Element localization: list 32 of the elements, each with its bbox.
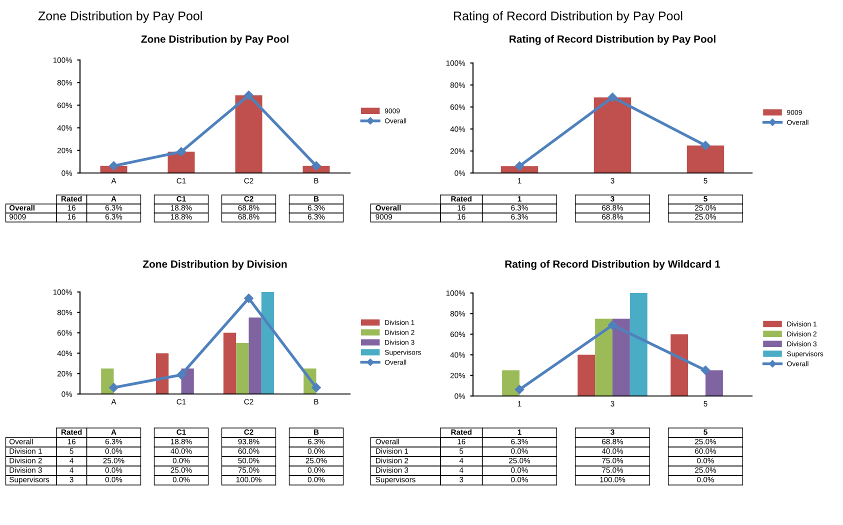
bar (612, 318, 630, 396)
bar (248, 318, 262, 394)
point (608, 320, 618, 330)
bar (670, 334, 688, 396)
point (244, 294, 254, 303)
point (244, 90, 254, 100)
bar (261, 292, 274, 394)
point (514, 384, 524, 394)
point (176, 147, 186, 156)
bar (706, 370, 723, 396)
bar (156, 353, 169, 394)
bar (502, 370, 520, 396)
chart-title: Rating of Record Distribution by Wildcard 1 (505, 260, 720, 270)
bar (235, 95, 262, 173)
bar (168, 152, 195, 173)
text: Zone Distribution by Pay Pool (38, 11, 202, 23)
chart-title: Zone Distribution by Pay Pool (141, 35, 288, 45)
text: Rating of Record Distribution by Pay Pool (454, 11, 682, 23)
chart-title: Zone Distribution by Division (142, 260, 287, 270)
point (700, 366, 710, 375)
point (109, 161, 118, 171)
bar (236, 343, 249, 394)
bar (578, 354, 596, 396)
point (312, 382, 321, 392)
point (176, 370, 186, 380)
chart-title: Rating of Record Distribution by Pay Pool (510, 35, 716, 45)
bar (223, 332, 236, 394)
point (109, 382, 118, 392)
bar (595, 318, 612, 396)
bar (630, 293, 648, 396)
point (312, 161, 321, 171)
bar (101, 368, 114, 394)
